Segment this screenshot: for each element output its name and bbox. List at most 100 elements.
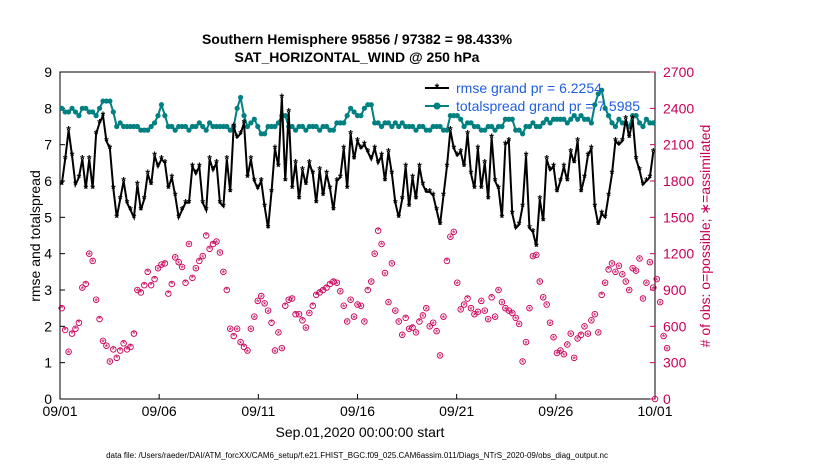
totalspread-point [544, 116, 550, 122]
totalspread-point [389, 123, 395, 130]
totalspread-point [289, 123, 295, 130]
obs-possible-point [636, 255, 643, 262]
rmse-point: * [407, 200, 412, 214]
obs-assimilated-point: * [180, 264, 184, 274]
obs-possible-point [299, 317, 306, 324]
rmse-point: * [520, 200, 525, 214]
rmse-point: * [90, 182, 95, 196]
rmse-point: * [493, 175, 498, 189]
obs-possible-point [536, 278, 544, 285]
totalspread-point [399, 120, 405, 126]
totalspread-point [516, 127, 522, 133]
obs-possible-point [206, 245, 213, 253]
rmse-point: * [648, 171, 653, 185]
data-file-footer: data file: /Users/raeder/DAI/ATM_forcXX/… [106, 451, 608, 460]
rmse-point: * [269, 185, 274, 199]
obs-possible-point [591, 310, 599, 318]
obs-assimilated-point: * [466, 294, 470, 304]
rmse-point: * [586, 149, 591, 163]
totalspread-point [605, 113, 612, 119]
rmse-point: * [224, 153, 229, 167]
obs-assimilated-point: * [352, 313, 356, 323]
obs-assimilated-point: * [383, 270, 387, 280]
obs-possible-point [171, 254, 179, 261]
obs-possible-point [663, 344, 671, 352]
rmse-point: * [500, 211, 505, 225]
obs-assimilated-point: * [665, 345, 669, 355]
obs-possible-point [567, 330, 574, 337]
rmse-point: * [228, 185, 233, 199]
rmse-point: * [400, 193, 405, 207]
totalspread-point [633, 113, 639, 119]
obs-assimilated-point: * [596, 329, 600, 339]
obs-assimilated-point: * [380, 241, 384, 251]
x-tick-label: 09/06 [142, 403, 177, 419]
obs-possible-point [223, 286, 231, 294]
obs-assimilated-point: * [600, 290, 604, 300]
obs-possible-point [275, 329, 282, 336]
obs-assimilated-point: * [627, 287, 631, 297]
obs-possible-point [605, 266, 612, 273]
totalspread-point [344, 113, 350, 119]
obs-assimilated-point: * [94, 296, 98, 306]
rmse-point: * [551, 160, 556, 174]
rmse-point: * [307, 156, 312, 170]
obs-possible-point [182, 279, 189, 286]
obs-assimilated-point: * [562, 351, 566, 361]
obs-possible-point [395, 318, 403, 325]
rmse-point: * [300, 164, 305, 178]
rmse-point: * [145, 167, 150, 181]
rmse-point: * [245, 171, 250, 185]
obs-assimilated-point: * [108, 358, 112, 368]
rmse-point: * [290, 182, 295, 196]
rmse-point: * [348, 127, 353, 141]
rmse-point: * [403, 160, 408, 174]
obs-assimilated-point: * [421, 312, 425, 322]
rmse-point: * [255, 182, 260, 196]
obs-assimilated-point: * [325, 283, 329, 293]
totalspread-point [182, 123, 189, 130]
obs-possible-point [185, 240, 193, 248]
rmse-point: * [482, 156, 487, 170]
obs-possible-point [220, 268, 227, 276]
y-right-tick-label: 900 [663, 282, 687, 298]
obs-assimilated-point: * [321, 286, 325, 296]
rmse-point: * [211, 164, 216, 178]
totalspread-point [568, 116, 574, 122]
obs-possible-point [651, 395, 659, 403]
obs-possible-point [92, 296, 100, 303]
obs-assimilated-point: * [204, 231, 208, 241]
totalspread-point [255, 123, 261, 130]
obs-assimilated-point: * [404, 313, 408, 323]
totalspread-point [392, 120, 398, 126]
obs-assimilated-point: * [469, 305, 473, 315]
obs-assimilated-point: * [74, 324, 78, 334]
y-left-tick-label: 4 [44, 246, 52, 262]
rmse-point: * [565, 175, 570, 189]
totalspread-point [65, 109, 72, 115]
obs-assimilated-point: * [112, 345, 116, 355]
totalspread-point [117, 120, 123, 126]
obs-assimilated-point: * [125, 345, 129, 355]
obs-assimilated-point: * [435, 328, 439, 338]
obs-possible-point [333, 279, 341, 286]
rmse-point: * [310, 167, 315, 181]
obs-assimilated-point: * [524, 339, 528, 349]
obs-assimilated-point: * [218, 249, 222, 259]
totalspread-point [427, 127, 433, 133]
obs-possible-point [79, 284, 86, 291]
legend-rmse-label: rmse grand pr = 6.2254 [456, 80, 602, 96]
obs-possible-point [539, 294, 547, 301]
obs-assimilated-point: * [428, 323, 432, 333]
obs-possible-point [625, 286, 633, 294]
obs-possible-point [268, 319, 275, 326]
obs-assimilated-point: * [504, 305, 508, 315]
obs-assimilated-point: * [101, 338, 105, 348]
rmse-point: * [414, 193, 419, 207]
obs-possible-point [278, 344, 286, 352]
x-axis: 09/01 09/06 09/11 09/16 09/21 09/26 10/01 [42, 394, 673, 419]
totalspread-point [162, 113, 168, 119]
totalspread-point [234, 105, 240, 111]
obs-possible-point [515, 320, 523, 328]
obs-assimilated-point: * [459, 306, 463, 316]
